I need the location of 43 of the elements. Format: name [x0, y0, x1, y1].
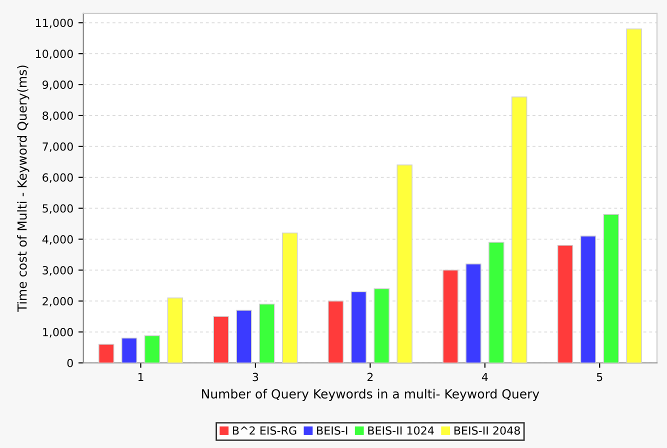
- bar: [144, 335, 160, 363]
- bar: [121, 338, 138, 363]
- y-tick-label: 8,000: [42, 111, 73, 121]
- x-tick-label: 5: [596, 372, 602, 382]
- legend-label: BEIS-I: [317, 426, 348, 435]
- x-tick-label: 3: [252, 372, 258, 382]
- x-tick-label: 4: [482, 372, 488, 382]
- bar: [396, 164, 412, 363]
- legend-label: BEIS-II 2048: [454, 426, 520, 435]
- x-tick-label: 2: [367, 372, 373, 382]
- y-tick-label: 5,000: [42, 204, 73, 214]
- bar: [466, 264, 482, 363]
- bar: [259, 304, 275, 363]
- x-axis-title: Number of Query Keywords in a multi- Keyword Query: [202, 388, 540, 402]
- bar: [328, 300, 344, 363]
- y-tick-label: 10,000: [36, 50, 73, 60]
- bar: [580, 236, 596, 363]
- bar: [442, 270, 458, 363]
- bar: [167, 298, 184, 363]
- y-tick-label: 3,000: [42, 266, 73, 276]
- y-tick-label: 0: [67, 358, 73, 368]
- bar: [350, 291, 367, 363]
- bar: [488, 242, 504, 363]
- legend-label: B^2 EIS-RG: [232, 426, 296, 435]
- bar: [603, 214, 619, 363]
- y-tick-label: 11,000: [36, 18, 73, 28]
- x-tick-label: 1: [138, 372, 144, 382]
- bar: [511, 96, 528, 363]
- bar: [282, 232, 298, 363]
- y-axis-title: Time cost of Multi - Keyword Query(ms): [17, 66, 30, 312]
- y-tick-label: 6,000: [42, 173, 73, 183]
- bar: [236, 310, 252, 363]
- y-tick-label: 1,000: [43, 328, 73, 338]
- bar: [374, 288, 390, 363]
- bar: [557, 244, 574, 363]
- legend-label: BEIS-II 1024: [368, 426, 434, 435]
- y-tick-label: 4,000: [42, 235, 73, 245]
- bar: [213, 316, 229, 363]
- bar: [98, 344, 114, 363]
- y-tick-label: 9,000: [42, 80, 73, 90]
- y-tick-label: 2,000: [42, 297, 73, 307]
- bar: [626, 28, 642, 363]
- y-tick-label: 7,000: [42, 142, 73, 152]
